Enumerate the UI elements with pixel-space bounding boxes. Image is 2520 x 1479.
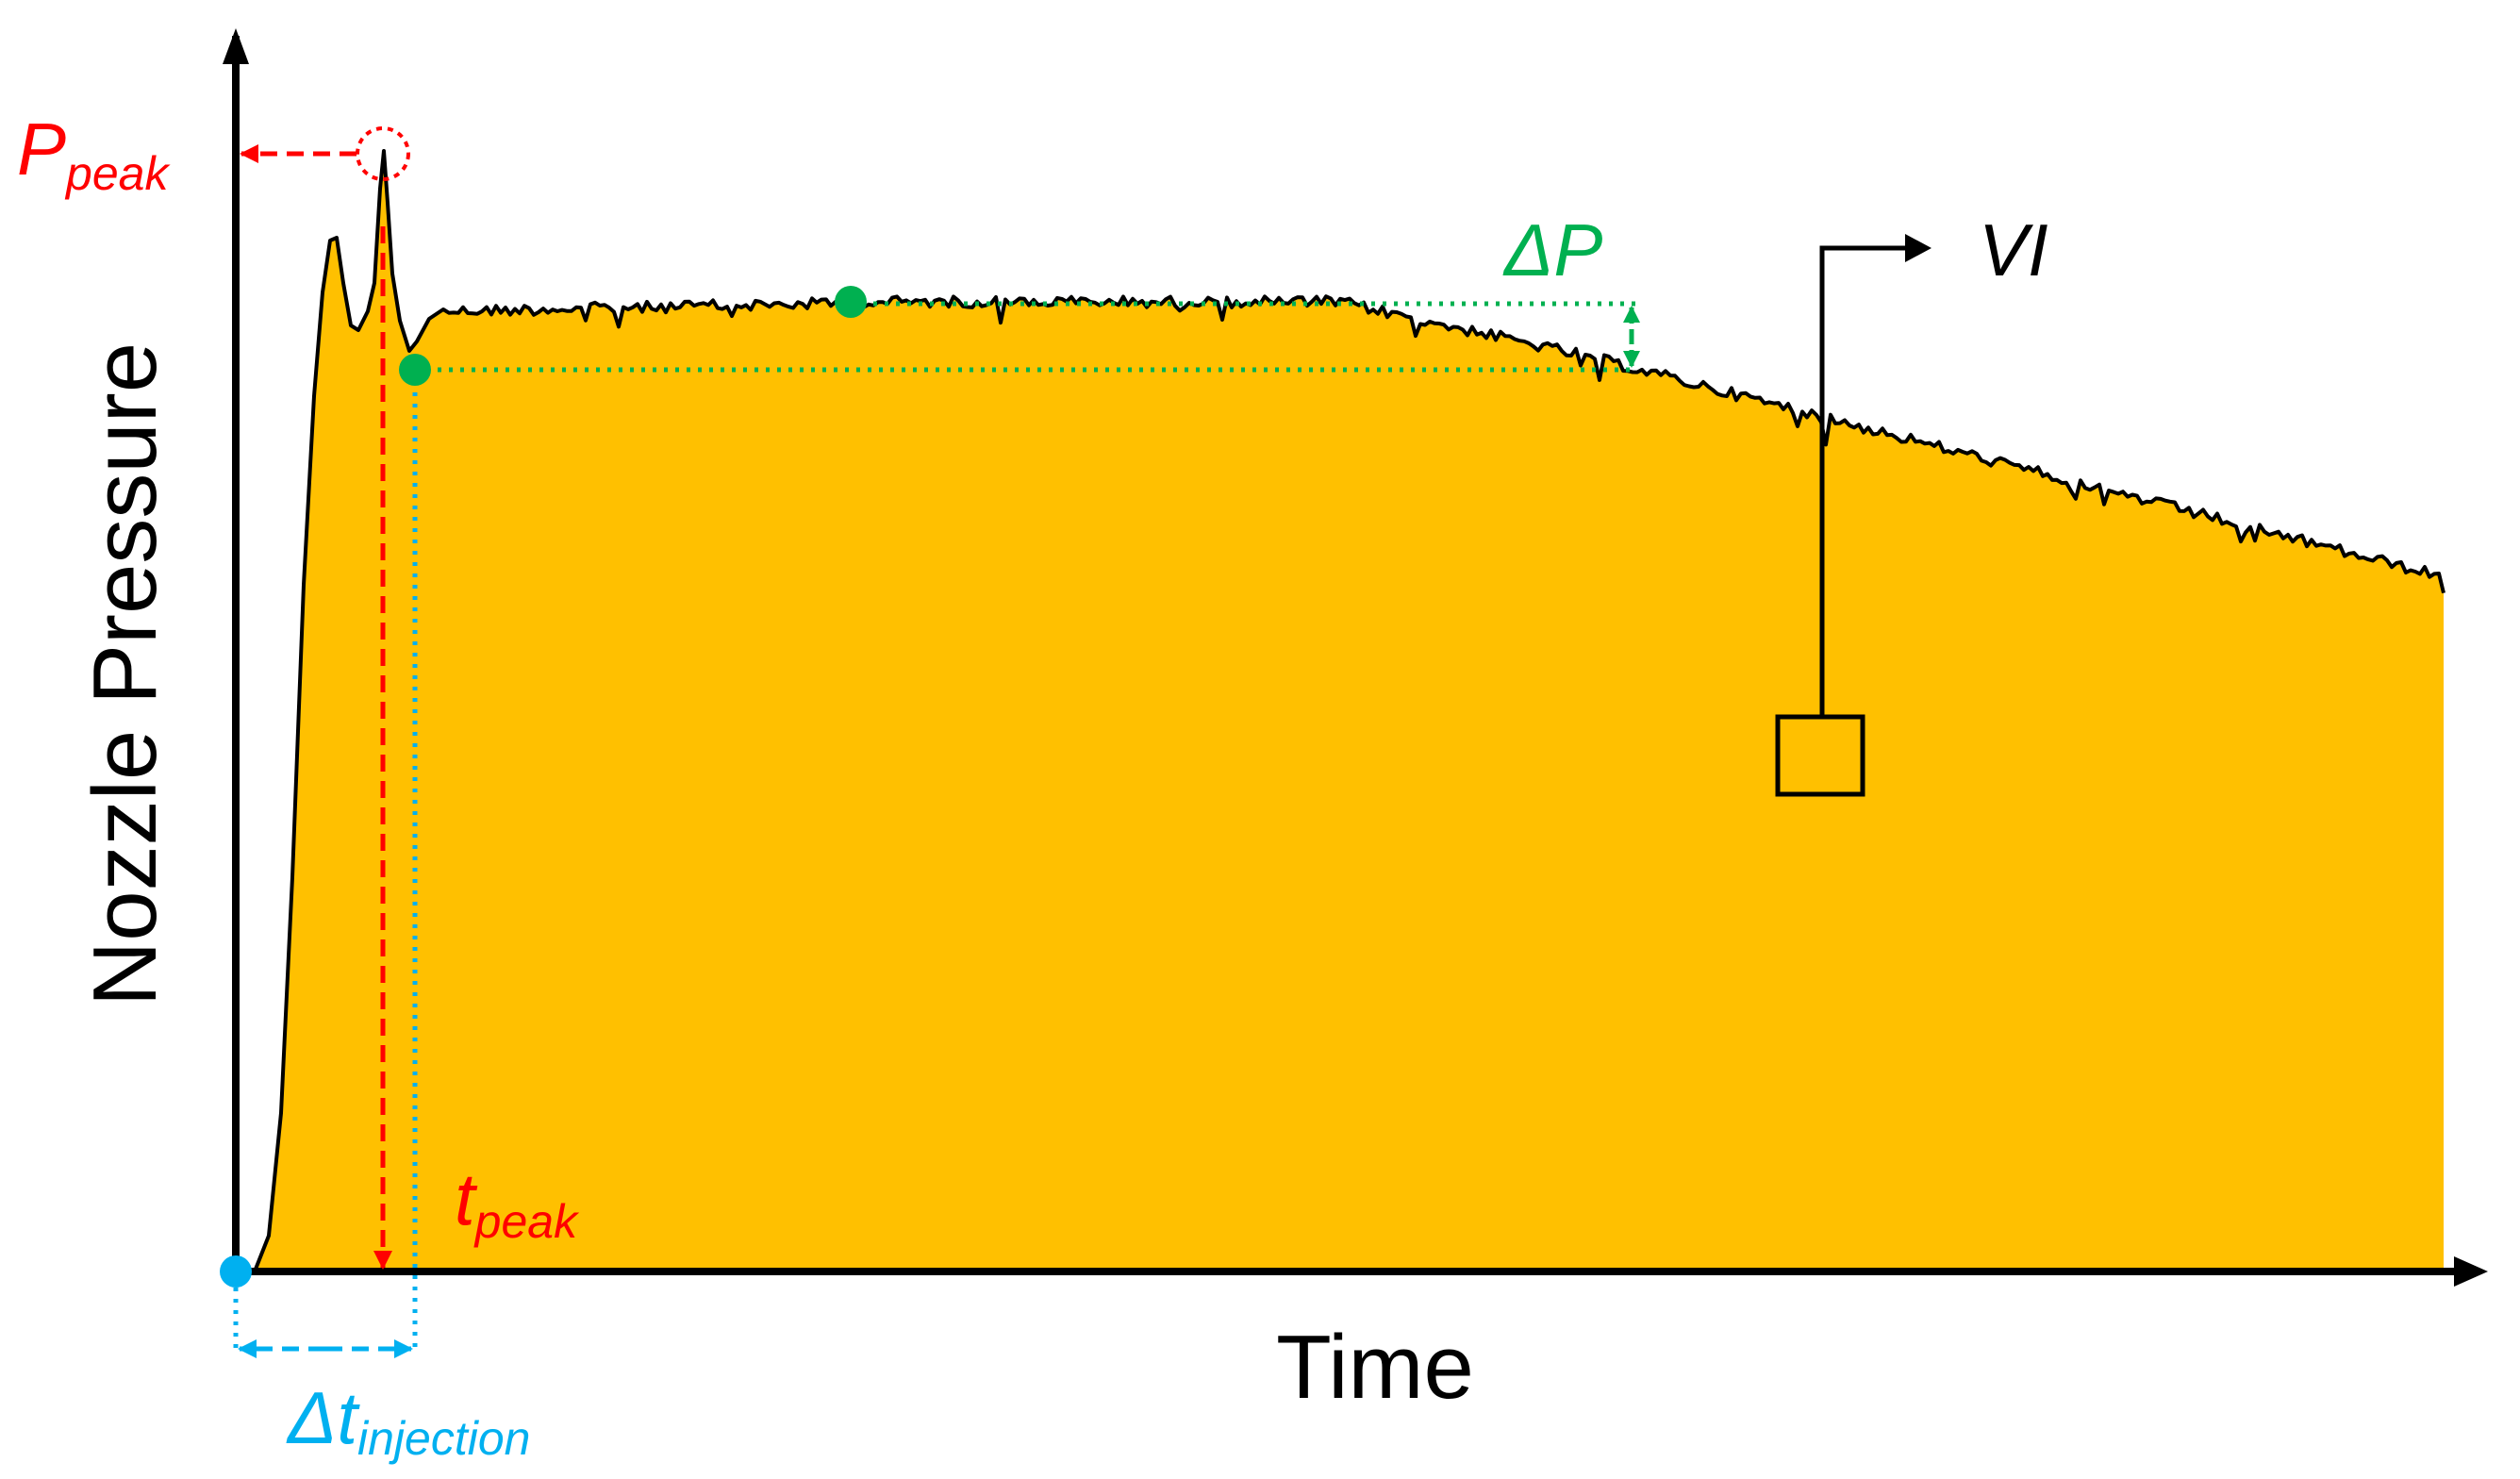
x-axis-arrowhead xyxy=(2454,1256,2488,1287)
origin-dot xyxy=(220,1255,252,1288)
t-peak-label: tpeak xyxy=(455,1157,580,1248)
peak-marker-circle xyxy=(356,126,410,181)
post-peak-dot xyxy=(399,354,431,386)
delta-t-injection-label: Δtinjection xyxy=(286,1376,530,1465)
y-axis-arrowhead xyxy=(223,28,249,64)
square-box-icon xyxy=(1775,714,1865,797)
y-axis-label: Nozzle Pressure xyxy=(75,342,175,1006)
x-axis-label: Time xyxy=(1276,1317,1474,1418)
vi-switch-line xyxy=(1819,245,1915,717)
vi-label: VI xyxy=(1979,208,2048,291)
pressure-fill-area xyxy=(236,151,2444,1271)
delta-p-label: ΔP xyxy=(1502,208,1602,291)
pressure-curve xyxy=(253,149,2445,1272)
right-arrow-icon xyxy=(1905,234,1931,262)
plateau-dot xyxy=(835,286,867,318)
p-peak-label: Ppeak xyxy=(17,108,171,200)
